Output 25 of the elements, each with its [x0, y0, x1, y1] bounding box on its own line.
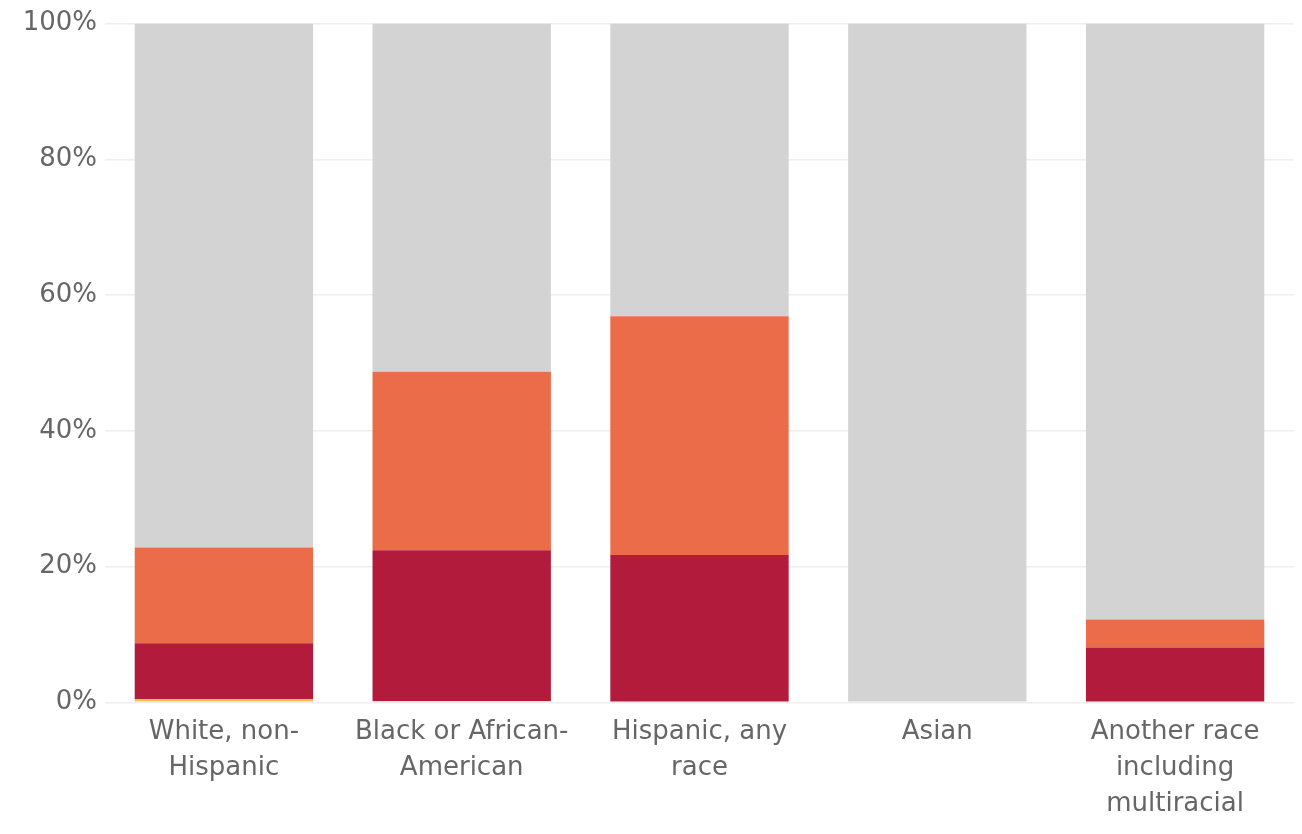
bar	[134, 698, 314, 702]
bar	[610, 555, 789, 702]
bar	[610, 23, 789, 317]
y-tick-label: 0%	[55, 685, 97, 716]
bar	[134, 23, 314, 548]
bar	[372, 23, 551, 372]
x-tick-label: White, non-Hispanic	[148, 715, 300, 781]
bar	[1085, 23, 1265, 620]
x-tick-label: Hispanic, any race	[611, 715, 788, 781]
y-tick-label: 100%	[22, 6, 97, 37]
y-tick-label: 80%	[39, 142, 97, 173]
bar	[372, 550, 551, 701]
y-tick-label: 40%	[39, 413, 97, 444]
x-tick-label: Asian	[901, 715, 973, 746]
bar	[134, 547, 314, 644]
bar	[848, 23, 1027, 702]
x-tick-label: Another race including multiracial	[1090, 715, 1260, 817]
x-tick-label: Black or African-American	[354, 715, 569, 781]
bar	[1085, 647, 1265, 702]
y-tick-label: 20%	[39, 549, 97, 580]
y-tick-label: 60%	[39, 277, 97, 308]
bar	[1085, 619, 1265, 648]
bar	[134, 643, 314, 699]
bar	[610, 316, 789, 556]
bar	[372, 371, 551, 551]
